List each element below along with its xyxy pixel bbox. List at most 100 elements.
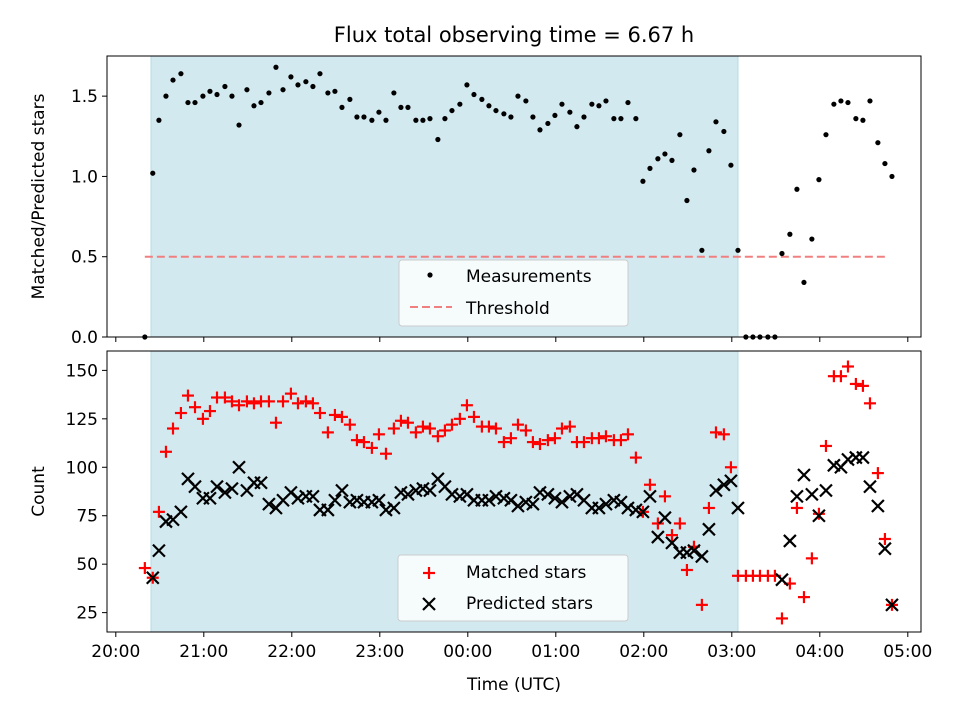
measurements-point <box>464 82 470 88</box>
matched-stars-point <box>284 387 297 400</box>
matched-stars-point <box>328 408 341 421</box>
legend-predicted-marker <box>422 597 436 611</box>
measurements-point <box>530 114 536 120</box>
matched-stars-point <box>203 405 216 418</box>
measurements-point <box>508 114 514 120</box>
measurements-point <box>706 148 712 154</box>
measurements-point <box>515 93 521 99</box>
matched-stars-point <box>233 399 245 412</box>
matched-stars-point <box>504 432 517 445</box>
predicted-stars-point <box>555 495 569 509</box>
predicted-stars-point <box>533 485 547 500</box>
measurements-point <box>163 93 169 99</box>
predicted-stars-point <box>702 522 716 537</box>
xtick-label: 02:00 <box>619 642 668 662</box>
predicted-stars-point <box>254 476 268 490</box>
xtick-label: 05:00 <box>883 642 932 662</box>
measurements-point <box>479 96 485 102</box>
matched-stars-point <box>299 395 312 408</box>
matched-stars-point <box>665 529 678 542</box>
xtick-label: 20:00 <box>91 642 140 662</box>
matched-stars-point <box>138 562 151 575</box>
matched-stars-point <box>812 507 825 520</box>
measurements-point <box>581 114 587 120</box>
measurements-point <box>486 103 492 109</box>
matched-stars-point <box>365 441 378 454</box>
panel-count-ylabel: Count <box>29 466 49 517</box>
measurements-point <box>391 90 397 96</box>
legend-count: Matched stars Predicted stars <box>397 554 629 622</box>
measurements-point <box>303 79 309 85</box>
predicted-stars-point <box>871 499 885 513</box>
predicted-stars-point <box>621 501 635 515</box>
matched-stars-point <box>431 430 444 443</box>
predicted-stars-point <box>863 479 877 494</box>
matched-stars-point <box>262 395 275 408</box>
matched-stars-point <box>372 428 385 441</box>
measurements-point <box>523 98 529 104</box>
matched-stars-point <box>724 461 737 474</box>
predicted-stars-point <box>878 541 892 556</box>
measurements-point <box>361 114 367 120</box>
predicted-stars-point <box>636 505 650 519</box>
predicted-stars-point <box>724 474 738 488</box>
predicted-stars-point <box>651 530 665 544</box>
measurements-point <box>860 117 866 123</box>
matched-stars-point <box>555 422 568 435</box>
xtick-label: 23:00 <box>355 642 404 662</box>
panel-ratio: 0.0 0.5 1.0 1.5 Matched/Predicted stars Mea… <box>29 55 922 348</box>
measurements-point <box>383 117 389 123</box>
predicted-stars-point <box>321 503 335 517</box>
measurements-point <box>207 88 213 94</box>
matched-stars-point <box>343 418 356 431</box>
matched-stars-point <box>394 414 407 427</box>
measurements-point <box>831 101 837 107</box>
measurements-point <box>457 101 463 107</box>
measurements-point <box>611 116 617 122</box>
predicted-stars-point <box>372 493 386 507</box>
measurements-point <box>684 197 690 204</box>
matched-stars-point <box>181 389 194 402</box>
measurements-point <box>258 99 264 106</box>
predicted-stars-point <box>423 483 437 498</box>
matched-stars-point <box>548 432 561 445</box>
matched-stars-point <box>673 517 686 530</box>
predicted-stars-point <box>379 503 393 517</box>
measurements-point <box>280 87 286 93</box>
predicted-stars-point <box>592 501 606 515</box>
predicted-stars-point <box>717 477 731 492</box>
xtick-label: 00:00 <box>443 642 492 662</box>
chart-title: Flux total observing time = 6.67 h <box>334 23 694 47</box>
predicted-stars-point <box>541 487 555 502</box>
measurements-point <box>699 247 705 253</box>
predicted-stars-point <box>188 479 202 494</box>
matched-stars-point <box>159 445 172 458</box>
predicted-stars-point <box>210 479 224 494</box>
measurements-point <box>229 93 235 99</box>
measurements-point <box>295 82 301 88</box>
measurements-point <box>625 99 631 106</box>
measurements-point <box>236 122 242 128</box>
measurements-point <box>288 74 294 80</box>
measurements-point <box>552 112 558 119</box>
matched-stars-point <box>482 420 495 433</box>
legend-measurements-label: Measurements <box>466 267 592 287</box>
measurements-point <box>691 167 697 173</box>
measurements-point <box>823 132 829 138</box>
matched-stars-point <box>519 424 532 437</box>
matched-stars-point <box>174 407 187 420</box>
measurements-point <box>559 101 565 107</box>
panel1-ytick-label: 150 <box>66 361 98 381</box>
measurements-point <box>420 117 426 123</box>
measurements-point <box>567 109 573 115</box>
matched-stars-point <box>240 395 253 408</box>
matched-stars-point <box>453 412 466 425</box>
legend-matched-marker <box>423 567 435 579</box>
matched-stars-point <box>387 422 400 435</box>
predicted-stars-point <box>643 489 657 504</box>
predicted-stars-point <box>658 510 672 525</box>
matched-stars-point <box>526 436 539 449</box>
predicted-stars-point <box>232 460 246 475</box>
matched-stars-point <box>357 436 370 449</box>
